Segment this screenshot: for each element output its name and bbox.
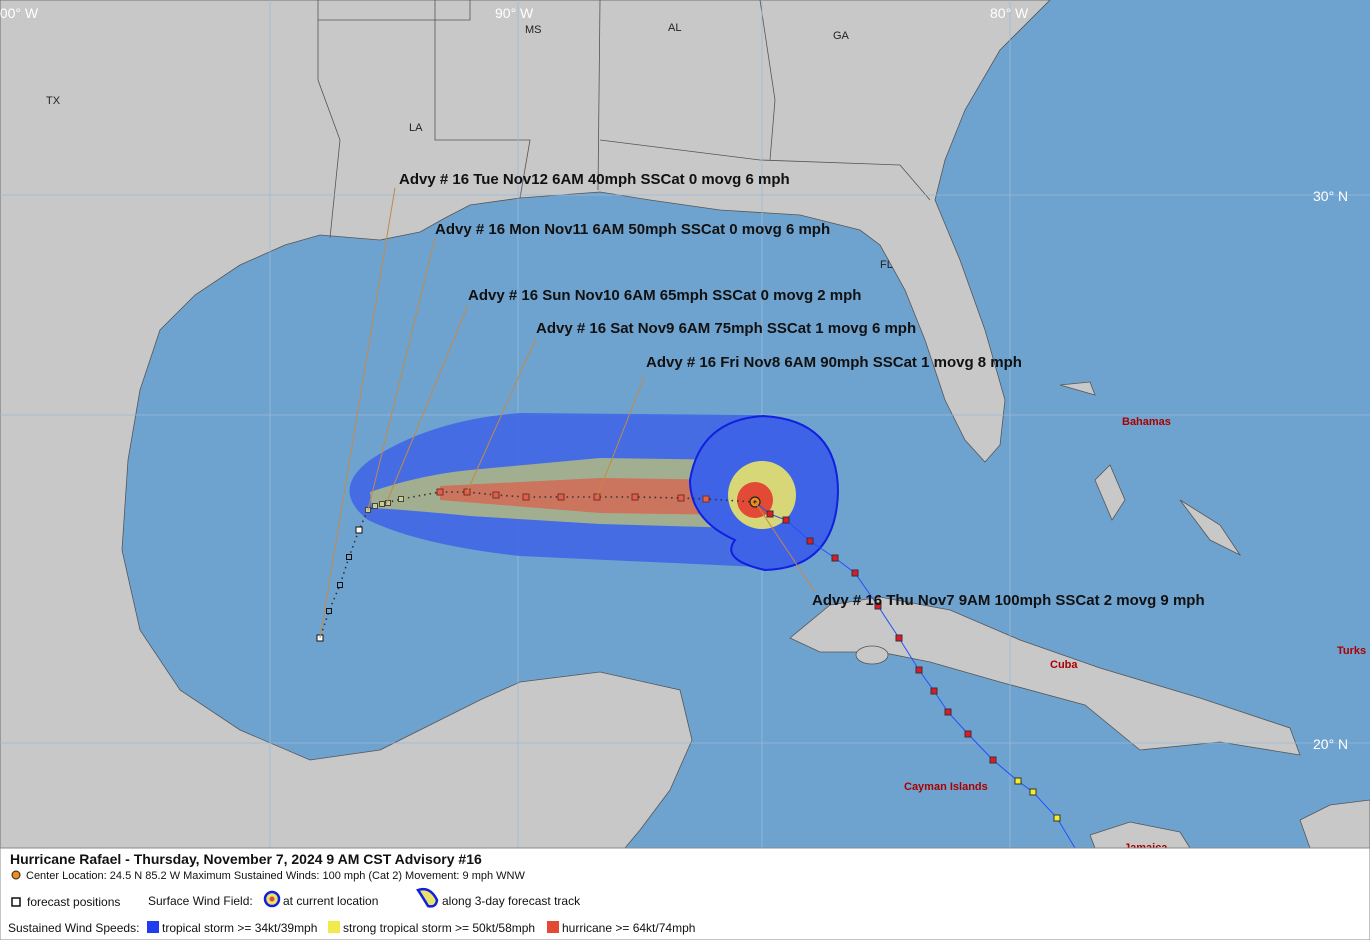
region-label: MS <box>525 24 542 36</box>
track-point <box>964 730 972 738</box>
track-point <box>326 608 332 614</box>
track-point <box>631 493 639 501</box>
land-island <box>855 645 889 665</box>
legend-forecast-icon <box>11 897 21 907</box>
track-point <box>1014 777 1022 785</box>
region-label: LA <box>409 122 423 134</box>
legend-text: hurricane >= 64kt/74mph <box>562 921 695 935</box>
state-lines <box>317 0 931 239</box>
region-label: Bahamas <box>1122 416 1171 428</box>
region-label: GA <box>833 30 850 42</box>
grid-label: 100° W <box>0 5 39 21</box>
land-mainland <box>0 0 1051 849</box>
track-point <box>492 491 500 499</box>
legend-text: at current location <box>283 894 378 908</box>
track-point <box>522 493 530 501</box>
legend-text: tropical storm >= 34kt/39mph <box>162 921 317 935</box>
grid-label: 20° N <box>1313 736 1348 752</box>
legend-current-icon-core <box>269 896 275 902</box>
region-label: Cuba <box>1050 659 1078 671</box>
legend-text: forecast positions <box>27 895 120 909</box>
legend-center: Center Location: 24.5 N 85.2 W Maximum S… <box>26 870 525 882</box>
track-point <box>398 496 404 502</box>
legend-swatch <box>147 921 159 933</box>
advisory-label: Advy # 16 Tue Nov12 6AM 40mph SSCat 0 mo… <box>399 171 790 188</box>
track-point <box>677 494 685 502</box>
legend-center-icon <box>11 870 21 880</box>
track-point <box>831 554 839 562</box>
track-point <box>702 495 710 503</box>
track-point <box>1053 814 1061 822</box>
track-point <box>436 488 444 496</box>
grid-label: 30° N <box>1313 188 1348 204</box>
region-label: Cayman Islands <box>904 781 988 793</box>
advisory-label: Advy # 16 Mon Nov11 6AM 50mph SSCat 0 mo… <box>435 221 830 238</box>
legend-swatch <box>328 921 340 933</box>
track-point <box>989 756 997 764</box>
region-label: TX <box>46 95 61 107</box>
track-point <box>337 582 343 588</box>
track-point <box>930 687 938 695</box>
legend-text: Surface Wind Field: <box>148 894 253 908</box>
track-point <box>385 500 391 506</box>
track-point <box>895 634 903 642</box>
legend-swatch <box>547 921 559 933</box>
land-jamaica <box>1089 821 1191 849</box>
advisory-label: Advy # 16 Thu Nov7 9AM 100mph SSCat 2 mo… <box>812 592 1205 609</box>
grid-label: 80° W <box>990 5 1029 21</box>
track-point <box>1029 788 1037 796</box>
track-point <box>782 516 790 524</box>
legend-text: strong tropical storm >= 50kt/58mph <box>343 921 535 935</box>
legend-text: along 3-day forecast track <box>442 894 581 908</box>
track-point <box>806 537 814 545</box>
advisory-label: Advy # 16 Fri Nov8 6AM 90mph SSCat 1 mov… <box>646 354 1022 371</box>
track-point <box>766 510 774 518</box>
track-point <box>372 503 378 509</box>
past-positions <box>766 510 1061 822</box>
land-hispaniola <box>1299 799 1370 849</box>
legend-text: Sustained Wind Speeds: <box>8 921 139 935</box>
region-label: Turks <box>1337 645 1366 657</box>
land-cuba <box>789 596 1301 756</box>
track-point <box>915 666 923 674</box>
legend-box <box>0 847 1370 940</box>
leader-lines <box>319 187 816 639</box>
track-point <box>346 554 352 560</box>
grid-label: 90° W <box>495 5 534 21</box>
land-bahamas <box>1059 381 1242 557</box>
track-point <box>851 569 859 577</box>
track-point <box>874 602 882 610</box>
advisory-label: Advy # 16 Sun Nov10 6AM 65mph SSCat 0 mo… <box>468 287 861 304</box>
track-point <box>944 708 952 716</box>
region-label: FL <box>880 259 893 271</box>
track-point <box>557 493 565 501</box>
legend-title: Hurricane Rafael - Thursday, November 7,… <box>10 851 482 867</box>
track-point <box>379 501 385 507</box>
advisory-label: Advy # 16 Sat Nov9 6AM 75mph SSCat 1 mov… <box>536 320 916 337</box>
track-point <box>355 526 363 534</box>
region-label: AL <box>668 22 681 34</box>
legend-track-icon <box>416 887 439 908</box>
